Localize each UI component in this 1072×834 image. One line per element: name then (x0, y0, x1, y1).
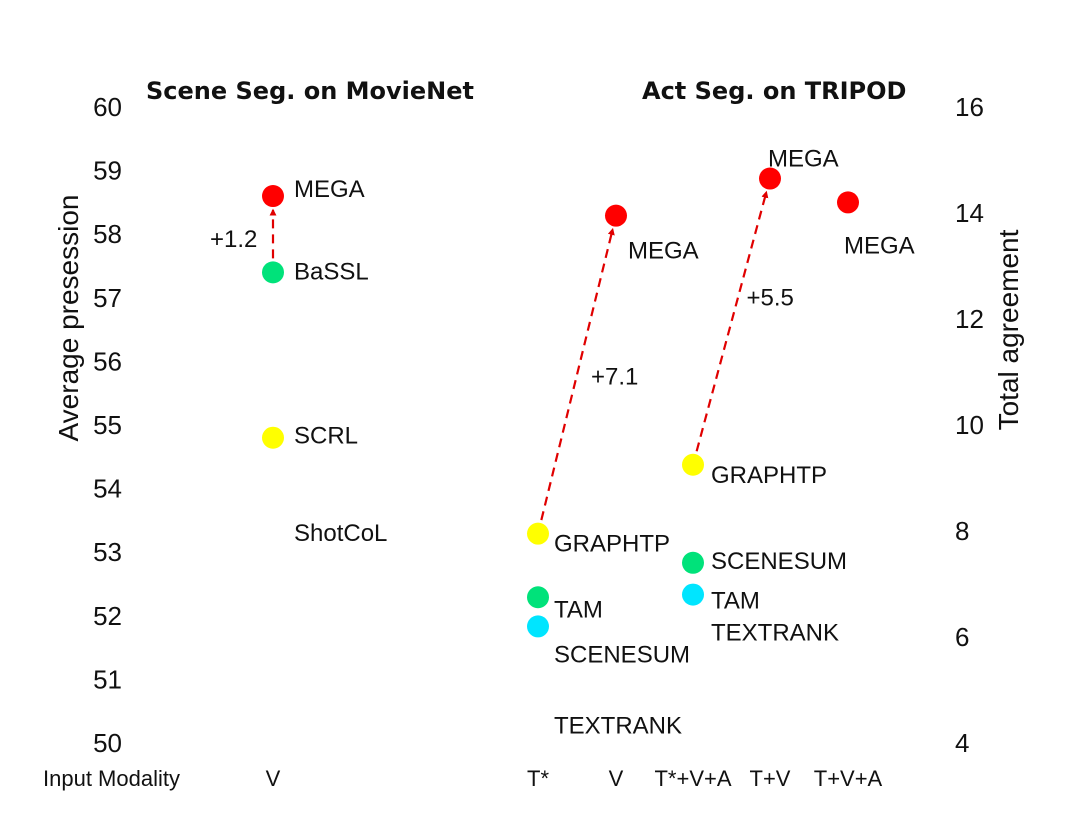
point-1-graphtp-t (527, 522, 549, 545)
point-label-1-graphtp-t: GRAPHTP (554, 531, 670, 558)
left-panel-title: Scene Seg. on MovieNet (146, 77, 474, 105)
point-1-scenesum-t (527, 615, 549, 638)
x-category-label-1-t: T* (527, 766, 549, 791)
y-tick-label-1-12: 12 (955, 304, 984, 334)
y-tick-label-1-8: 8 (955, 516, 969, 546)
right-y-axis-label: Total agreement (993, 229, 1024, 430)
gain-label-1-1: +5.5 (747, 285, 794, 312)
point-label-0-shotcol-v: ShotCoL (294, 520, 387, 547)
text-layer: Scene Seg. on MovieNet Act Seg. on TRIPO… (43, 77, 1024, 791)
y-tick-label-0-50: 50 (93, 728, 122, 758)
point-label-1-textrank-t-v-a: TEXTRANK (711, 619, 839, 646)
y-tick-label-0-59: 59 (93, 156, 122, 186)
point-1-mega-v (605, 204, 627, 227)
point-label-1-mega-t-v: MEGA (768, 146, 839, 173)
point-label-1-graphtp-t-v-a: GRAPHTP (711, 462, 827, 489)
point-label-1-scenesum-t: SCENESUM (554, 641, 690, 668)
point-1-tam-t-v-a (682, 583, 704, 606)
gain-label-0-0: +1.2 (210, 226, 257, 253)
data-points-layer (262, 167, 859, 638)
x-category-label-1-v: V (609, 766, 624, 791)
point-label-1-textrank-t: TEXTRANK (554, 713, 682, 740)
point-1-scenesum-t-v-a (682, 551, 704, 574)
y-tick-label-0-58: 58 (93, 219, 122, 249)
x-category-label-1-t-v-a: T+V+A (814, 766, 883, 791)
y-tick-label-1-4: 4 (955, 728, 969, 758)
y-tick-label-1-10: 10 (955, 410, 984, 440)
gain-arrow-1-0 (540, 227, 615, 521)
point-1-mega-t-v (759, 167, 781, 190)
gain-arrows-layer (269, 190, 769, 521)
y-tick-label-0-55: 55 (93, 410, 122, 440)
axes-layer: 50 51 52 53 54 55 56 57 58 59 60 V 4 6 8 10 12 14 16 T* V T*+… (93, 92, 984, 791)
gain-label-1-0: +7.1 (591, 364, 638, 391)
point-label-1-mega-v: MEGA (628, 238, 699, 265)
point-label-1-tam-t: TAM (554, 596, 603, 623)
y-tick-label-0-54: 54 (93, 474, 122, 504)
point-label-1-mega-t-v-a: MEGA (844, 232, 915, 259)
y-tick-label-1-6: 6 (955, 622, 969, 652)
point-0-mega-v (262, 185, 284, 208)
point-0-scrl-v (262, 426, 284, 449)
point-label-1-tam-t-v-a: TAM (711, 588, 760, 615)
point-0-bassl-v (262, 261, 284, 284)
point-label-0-mega-v: MEGA (294, 176, 365, 203)
point-1-mega-t-v-a (837, 191, 859, 214)
y-tick-label-0-53: 53 (93, 537, 122, 567)
point-label-0-bassl-v: BaSSL (294, 258, 369, 285)
x-category-label-0-v: V (266, 766, 281, 791)
gain-arrow-1-1 (695, 190, 769, 452)
y-tick-label-1-14: 14 (955, 198, 984, 228)
y-tick-label-0-56: 56 (93, 346, 122, 376)
x-axis-label: Input Modality (43, 766, 180, 791)
y-tick-label-1-16: 16 (955, 92, 984, 122)
point-label-0-scrl-v: SCRL (294, 423, 358, 450)
point-1-tam-t (527, 586, 549, 609)
y-tick-label-0-51: 51 (93, 664, 122, 694)
point-1-graphtp-t-v-a (682, 453, 704, 476)
y-tick-label-0-57: 57 (93, 283, 122, 313)
x-category-label-1-t-v-a: T*+V+A (654, 766, 731, 791)
right-panel-title: Act Seg. on TRIPOD (642, 77, 906, 105)
left-y-axis-label: Average presession (53, 195, 84, 442)
x-category-label-1-t-v: T+V (750, 766, 791, 791)
point-label-1-scenesum-t-v-a: SCENESUM (711, 548, 847, 575)
y-tick-label-0-52: 52 (93, 601, 122, 631)
y-tick-label-0-60: 60 (93, 92, 122, 122)
